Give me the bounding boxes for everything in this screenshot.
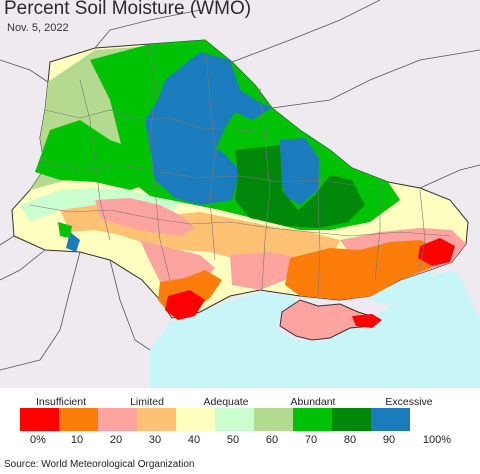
legend-tick: 80 [343,434,357,446]
legend-tick: 50 [226,434,240,446]
source-credit: Source: World Meteorological Organizatio… [4,459,195,470]
legend-swatch-40-50 [176,408,215,431]
legend-swatch-20-30 [98,408,137,431]
legend-category-insufficient: Insufficient [35,396,87,408]
legend-swatch-30-40 [137,408,176,431]
legend-category-limited: Limited [130,396,164,408]
soil-moisture-map [0,0,480,388]
legend-tick: 10 [70,434,84,446]
legend-tick: 70 [304,434,318,446]
legend-category-adequate: Adequate [203,396,249,408]
legend-swatch-80-90 [332,408,371,431]
legend-categories: Insufficient Limited Adequate Abundant E… [0,396,480,410]
legend-swatch-50-60 [215,408,254,431]
legend-swatch-70-80 [293,408,332,431]
legend-tick: 20 [109,434,123,446]
legend-tick: 0% [30,434,46,446]
black-sea [150,270,480,388]
map-title: Percent Soil Moisture (WMO) [4,0,252,19]
legend-tick: 40 [187,434,201,446]
legend-category-abundant: Abundant [290,396,336,408]
legend-tick: 30 [148,434,162,446]
legend-swatch-60-70 [254,408,293,431]
legend-tick: 90 [382,434,396,446]
legend-tick: 100% [422,434,452,446]
legend-swatch-0-10 [20,408,59,431]
legend-ticks: 0% 10 20 30 40 50 60 70 80 90 100% [0,434,480,448]
map-date: Nov. 5, 2022 [7,22,69,34]
legend-tick: 60 [265,434,279,446]
legend-color-bar [20,408,410,431]
legend-swatch-10-20 [59,408,98,431]
legend-swatch-90-100 [371,408,410,431]
legend-category-excessive: Excessive [385,396,433,408]
